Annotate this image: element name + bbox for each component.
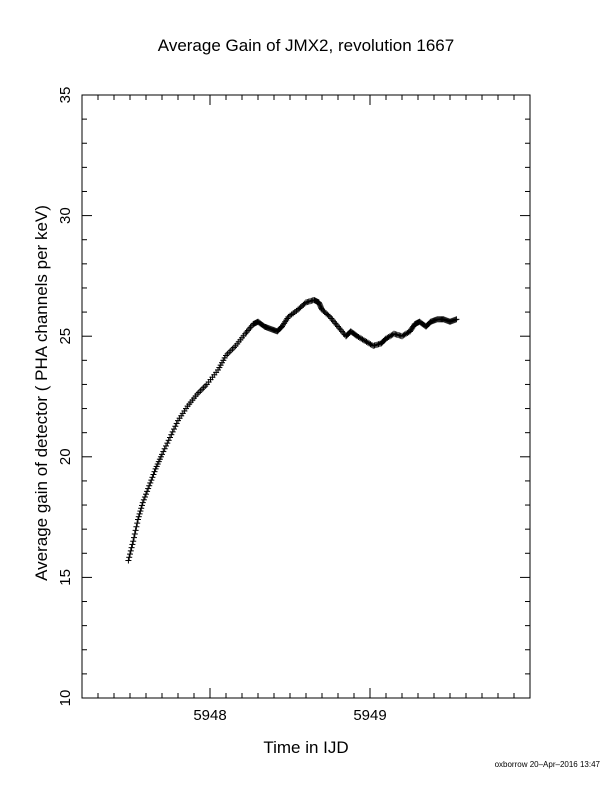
data-point bbox=[138, 505, 145, 512]
data-point bbox=[137, 508, 144, 515]
y-tick-label: 25 bbox=[57, 328, 74, 345]
y-tick-label: 15 bbox=[57, 569, 74, 586]
x-tick-label: 5949 bbox=[353, 707, 386, 724]
x-tick-label: 5948 bbox=[193, 707, 226, 724]
data-point bbox=[150, 471, 157, 478]
data-point bbox=[145, 485, 152, 492]
data-point bbox=[130, 538, 137, 545]
data-point bbox=[131, 530, 138, 537]
y-tick-label: 35 bbox=[57, 87, 74, 104]
data-point bbox=[136, 510, 143, 517]
data-point bbox=[146, 482, 153, 489]
data-point bbox=[163, 442, 169, 449]
data-point bbox=[132, 527, 139, 534]
y-tick-label: 30 bbox=[57, 207, 74, 224]
data-point bbox=[160, 448, 167, 455]
data-points bbox=[125, 297, 460, 564]
data-point bbox=[126, 554, 133, 561]
data-point bbox=[125, 557, 132, 564]
data-point bbox=[148, 477, 155, 484]
footer-stamp: oxborrow 20–Apr–2016 13:47 bbox=[494, 760, 600, 769]
plot-frame bbox=[81, 94, 531, 699]
data-point bbox=[325, 312, 332, 319]
data-point bbox=[129, 541, 136, 548]
data-point bbox=[151, 468, 158, 475]
data-point bbox=[168, 431, 175, 438]
data-point bbox=[135, 513, 142, 520]
data-point bbox=[131, 534, 137, 541]
data-point bbox=[173, 420, 180, 427]
tick-labels: 5948 5949 10 15 20 25 30 35 bbox=[57, 87, 387, 724]
chart-title: Average Gain of JMX2, revolution 1667 bbox=[157, 36, 455, 55]
data-point bbox=[147, 479, 154, 486]
data-point bbox=[127, 547, 134, 554]
data-point bbox=[164, 440, 171, 447]
data-point bbox=[165, 437, 172, 444]
data-point bbox=[140, 496, 147, 503]
data-point bbox=[167, 434, 173, 441]
data-point bbox=[149, 474, 156, 481]
data-point bbox=[139, 499, 146, 506]
data-point bbox=[135, 516, 141, 523]
data-point bbox=[141, 494, 148, 500]
y-tick-label: 20 bbox=[57, 448, 74, 465]
y-tick-label: 10 bbox=[57, 690, 74, 707]
data-point bbox=[134, 520, 141, 527]
x-axis-label: Time in IJD bbox=[263, 738, 349, 757]
axis-ticks bbox=[81, 94, 531, 699]
data-point bbox=[171, 426, 177, 433]
data-point bbox=[139, 502, 145, 509]
data-point bbox=[169, 428, 176, 435]
data-point bbox=[128, 544, 135, 551]
data-point bbox=[143, 491, 149, 498]
data-point bbox=[159, 451, 165, 458]
data-point bbox=[172, 423, 179, 430]
data-point bbox=[161, 445, 168, 452]
data-point bbox=[453, 316, 460, 323]
data-point bbox=[127, 551, 133, 558]
data-point bbox=[144, 488, 151, 495]
data-point bbox=[133, 523, 140, 530]
